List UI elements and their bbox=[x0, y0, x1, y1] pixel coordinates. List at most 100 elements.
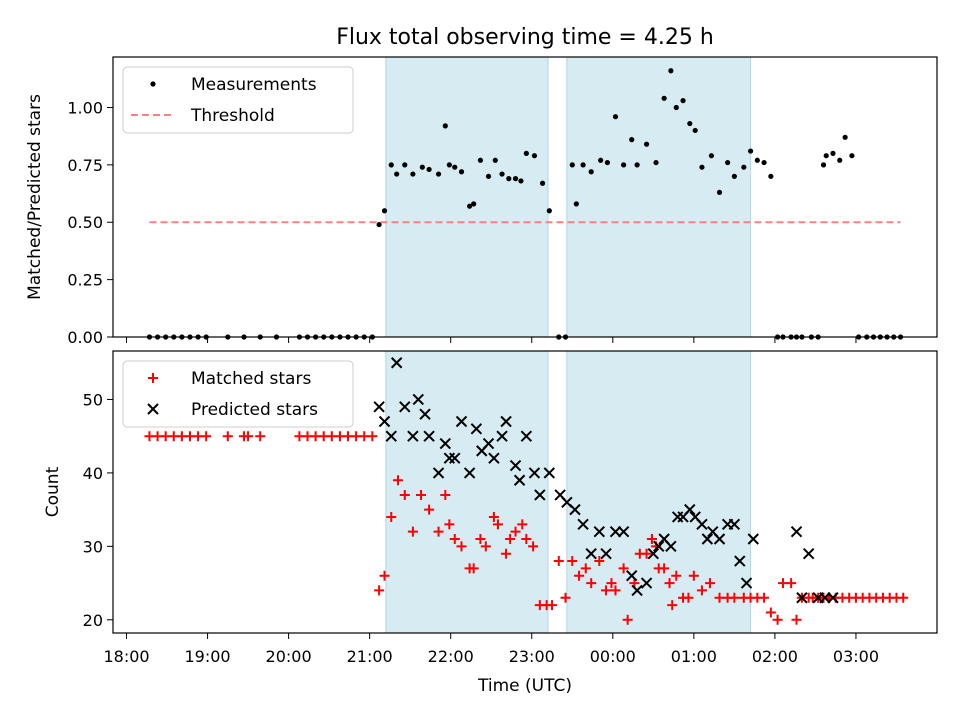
x-tick-label: 23:00 bbox=[509, 647, 555, 666]
measurement-point bbox=[435, 171, 442, 177]
matched-star-point bbox=[791, 614, 802, 625]
matched-star-point bbox=[449, 534, 460, 544]
measurement-point bbox=[458, 169, 465, 175]
matched-star-point bbox=[772, 614, 783, 625]
x-tick-label: 18:00 bbox=[103, 647, 149, 666]
matched-star-point bbox=[606, 578, 617, 589]
matched-star-point bbox=[646, 534, 657, 544]
predicted-star-point bbox=[463, 467, 476, 479]
matched-star-point bbox=[255, 431, 266, 442]
predicted-star-point bbox=[509, 459, 522, 472]
predicted-star-point bbox=[528, 467, 541, 479]
predicted-star-point bbox=[585, 547, 597, 560]
matched-star-point bbox=[729, 592, 740, 603]
measurement-point bbox=[692, 127, 698, 134]
measurement-point bbox=[849, 153, 855, 159]
measurement-point bbox=[837, 157, 843, 163]
matched-star-point bbox=[547, 600, 558, 611]
matched-star-point bbox=[528, 541, 539, 552]
measurement-point bbox=[699, 164, 705, 170]
measurement-point bbox=[768, 173, 774, 179]
measurement-point bbox=[546, 208, 552, 214]
predicted-star-point bbox=[439, 437, 452, 450]
measurement-point bbox=[388, 162, 394, 168]
predicted-star-point bbox=[534, 489, 546, 501]
matched-star-point bbox=[415, 489, 426, 500]
measurement-point bbox=[539, 180, 546, 186]
matched-star-point bbox=[424, 504, 435, 515]
measurement-point bbox=[485, 173, 492, 179]
predicted-star-point bbox=[500, 415, 512, 428]
matched-star-point bbox=[765, 607, 776, 618]
measurement-point bbox=[754, 157, 760, 163]
predicted-star-point bbox=[593, 525, 606, 538]
y-tick-label: 0.25 bbox=[67, 271, 103, 290]
y-tick-label: 0.50 bbox=[67, 213, 103, 232]
legend-predicted-marker bbox=[147, 403, 159, 415]
measurement-point bbox=[634, 162, 640, 168]
predicted-star-point bbox=[728, 518, 741, 531]
measurement-point bbox=[394, 171, 400, 177]
predicted-star-point bbox=[496, 430, 508, 442]
measurement-point bbox=[629, 137, 635, 143]
predicted-star-point bbox=[653, 540, 665, 553]
predicted-star-point bbox=[569, 503, 581, 516]
x-tick-label: 21:00 bbox=[347, 647, 393, 666]
predicted-star-point bbox=[385, 430, 397, 442]
matched-star-point bbox=[705, 578, 716, 589]
matched-star-point bbox=[510, 526, 521, 537]
measurement-point bbox=[410, 171, 416, 177]
measurement-point bbox=[708, 153, 715, 159]
x-tick-label: 03:00 bbox=[833, 647, 879, 666]
matched-star-point bbox=[492, 519, 503, 530]
chart-title: Flux total observing time = 4.25 h bbox=[336, 25, 714, 50]
predicted-star-point bbox=[373, 401, 385, 413]
measurement-point bbox=[467, 203, 473, 209]
predicted-star-point bbox=[701, 533, 714, 545]
predicted-star-point bbox=[684, 503, 696, 516]
matched-star-point bbox=[622, 614, 633, 625]
measurement-point bbox=[512, 176, 519, 182]
observing-window-2 bbox=[566, 56, 752, 338]
x-tick-label: 19:00 bbox=[185, 647, 231, 666]
matched-star-point bbox=[521, 534, 532, 544]
matched-star-point bbox=[468, 563, 479, 574]
matched-star-point bbox=[222, 431, 233, 442]
x-tick-label: 02:00 bbox=[752, 647, 798, 666]
measurement-point bbox=[381, 208, 388, 214]
measurement-point bbox=[492, 157, 498, 163]
measurement-point bbox=[725, 159, 731, 166]
ratio-legend-box bbox=[122, 66, 354, 134]
measurement-point bbox=[741, 164, 747, 170]
observing-window-2 bbox=[566, 350, 752, 634]
matched-star-point bbox=[786, 578, 797, 589]
count-panel: 20 30 40 50 18:00 19:00 20:00 21:00 22:00 23:00 00… bbox=[43, 350, 938, 696]
matched-star-point bbox=[601, 585, 612, 596]
y-tick-label: 0.75 bbox=[67, 156, 103, 175]
predicted-star-point bbox=[412, 393, 424, 406]
matched-star-point bbox=[553, 556, 564, 567]
measurement-point bbox=[426, 166, 432, 173]
matched-star-point bbox=[560, 592, 571, 603]
measurement-point bbox=[612, 114, 619, 120]
measurement-point bbox=[573, 201, 579, 207]
y-tick-label: 50 bbox=[83, 390, 103, 409]
predicted-star-point bbox=[740, 577, 753, 589]
count-axes-frame bbox=[112, 350, 938, 634]
ratio-panel: 0.00 0.25 0.50 0.75 1.00 Matched/Predicted st… bbox=[25, 56, 938, 347]
measurement-point bbox=[446, 162, 452, 168]
predicted-star-point bbox=[520, 430, 533, 442]
predicted-star-point bbox=[399, 401, 411, 413]
x-tick-label: 22:00 bbox=[428, 647, 474, 666]
legend-label: Threshold bbox=[190, 106, 275, 126]
measurement-point bbox=[531, 153, 538, 159]
measurement-point bbox=[716, 189, 723, 196]
matched-star-point bbox=[659, 563, 670, 574]
predicted-star-point bbox=[609, 525, 622, 538]
predicted-star-point bbox=[543, 467, 556, 479]
legend-label: Matched stars bbox=[191, 369, 311, 389]
matched-star-point bbox=[456, 541, 467, 552]
measurement-point bbox=[842, 134, 848, 140]
measurement-point bbox=[506, 176, 512, 182]
matched-star-point bbox=[574, 570, 585, 581]
